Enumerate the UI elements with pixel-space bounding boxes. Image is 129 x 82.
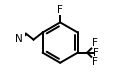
- Text: F: F: [92, 38, 98, 48]
- Text: N: N: [15, 34, 23, 44]
- Text: F: F: [57, 5, 63, 15]
- Text: F: F: [92, 57, 98, 67]
- Text: F: F: [94, 48, 99, 58]
